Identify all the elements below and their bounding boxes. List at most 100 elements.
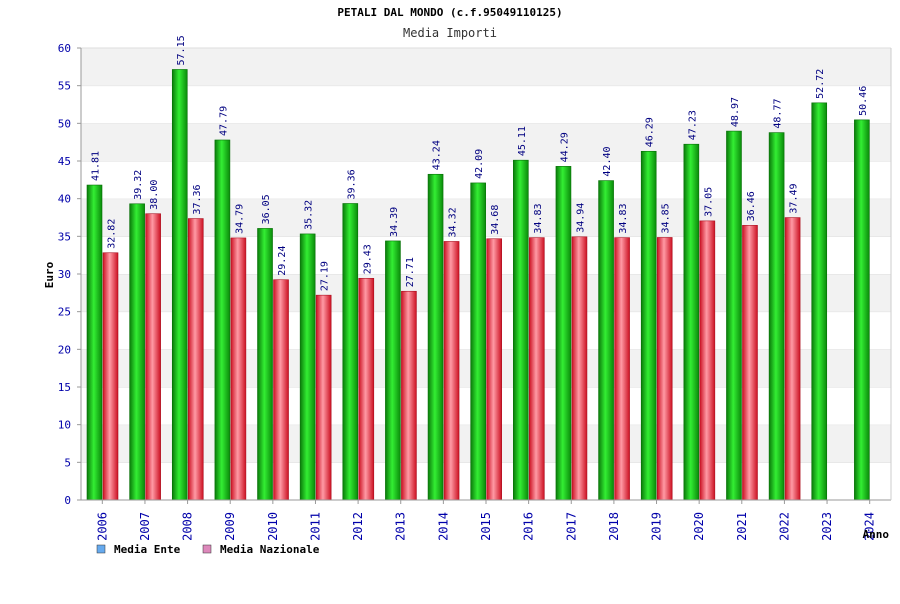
data-label-media-nazionale: 32.82	[107, 219, 118, 249]
bar-media-ente	[171, 69, 188, 501]
x-tick-label: 2021	[735, 512, 749, 541]
y-axis-label: Euro	[43, 261, 56, 288]
bar-media-nazionale	[443, 241, 460, 501]
x-tick-label: 2006	[95, 512, 109, 541]
data-label-media-ente: 39.32	[133, 170, 144, 200]
bar-media-nazionale	[656, 237, 673, 501]
x-tick-label: 2017	[564, 512, 578, 541]
x-tick-label: 2010	[266, 512, 280, 541]
bar-media-ente	[640, 150, 657, 501]
bar-media-nazionale	[486, 238, 502, 501]
data-label-media-nazionale: 34.83	[533, 204, 544, 234]
bar-media-ente	[768, 132, 785, 501]
data-label-media-nazionale: 37.05	[703, 187, 714, 217]
x-tick-label: 2009	[223, 512, 237, 541]
bar-media-ente	[257, 228, 273, 501]
x-tick-label: 2007	[138, 512, 152, 541]
bar-media-ente	[129, 203, 145, 501]
data-label-media-ente: 43.24	[432, 140, 443, 170]
y-tick-label: 0	[64, 494, 71, 507]
data-label-media-ente: 34.39	[389, 207, 400, 237]
axes: 0 5 10 15 20 25 30 35 40 45 50 55 60 2006 2007 2008 2009…	[58, 42, 892, 541]
bar-media-nazionale	[102, 252, 119, 501]
data-label-media-nazionale: 27.71	[405, 257, 416, 287]
bar-media-nazionale	[529, 237, 545, 501]
bar-media-ente	[598, 180, 614, 501]
y-tick-label: 40	[58, 193, 71, 206]
data-label-media-ente: 50.46	[858, 86, 869, 116]
bar-media-nazionale	[784, 217, 801, 501]
chart-subtitle: Media Importi	[403, 26, 497, 40]
bar-media-ente	[470, 182, 486, 501]
data-label-media-ente: 47.23	[687, 110, 698, 140]
y-tick-label: 55	[58, 80, 71, 93]
bars: 41.81 32.82 39.32 38.00 57.15 37.36 47.79 34.79…	[86, 35, 870, 501]
data-label-media-ente: 39.36	[346, 169, 357, 199]
x-tick-label: 2024	[863, 512, 877, 541]
data-label-media-ente: 35.32	[304, 200, 315, 230]
y-tick-label: 30	[58, 268, 71, 281]
data-label-media-ente: 57.15	[176, 35, 187, 65]
legend-label-media-ente: Media Ente	[114, 543, 181, 556]
x-tick-label: 2013	[394, 512, 408, 541]
data-label-media-nazionale: 34.32	[448, 207, 459, 237]
data-label-media-nazionale: 27.19	[320, 261, 331, 291]
bar-media-nazionale	[145, 213, 161, 501]
data-label-media-ente: 47.79	[218, 106, 229, 136]
bar-media-ente	[683, 143, 700, 501]
x-tick-label: 2008	[181, 512, 195, 541]
data-label-media-nazionale: 36.46	[746, 191, 757, 221]
data-label-media-nazionale: 37.49	[789, 183, 800, 213]
data-label-media-ente: 42.40	[602, 146, 613, 176]
bar-media-ente	[385, 240, 401, 501]
y-tick-label: 35	[58, 230, 71, 243]
bar-media-ente	[427, 173, 444, 501]
bar-media-ente	[811, 102, 828, 501]
data-label-media-nazionale: 34.79	[234, 204, 245, 234]
bar-media-ente	[555, 166, 572, 501]
legend: Media Ente Media Nazionale	[96, 543, 320, 556]
data-label-media-ente: 42.09	[474, 149, 485, 179]
bar-media-ente	[86, 184, 103, 501]
bar-media-nazionale	[571, 236, 588, 501]
bar-media-nazionale	[614, 237, 630, 501]
data-label-media-nazionale: 38.00	[149, 180, 160, 210]
bar-media-nazionale	[358, 277, 375, 501]
data-label-media-ente: 48.77	[773, 98, 784, 128]
y-tick-label: 60	[58, 42, 71, 55]
x-axis-label: Anno	[863, 528, 890, 541]
data-label-media-nazionale: 29.43	[362, 244, 373, 274]
x-tick-label: 2020	[692, 512, 706, 541]
data-label-media-ente: 36.05	[261, 194, 272, 224]
x-tick-label: 2011	[308, 512, 322, 541]
bar-media-ente	[299, 233, 316, 501]
bar-media-nazionale	[273, 279, 289, 501]
data-label-media-ente: 46.29	[645, 117, 656, 147]
bar-media-nazionale	[401, 290, 417, 501]
legend-swatch-media-ente	[96, 544, 106, 554]
y-tick-label: 5	[64, 456, 71, 469]
x-tick-label: 2023	[820, 512, 834, 541]
bar-media-nazionale	[187, 218, 204, 501]
data-label-media-ente: 41.81	[91, 151, 102, 181]
x-tick-label: 2012	[351, 512, 365, 541]
y-tick-label: 15	[58, 381, 71, 394]
data-label-media-nazionale: 34.68	[490, 205, 501, 235]
data-label-media-ente: 48.97	[730, 97, 741, 127]
y-tick-label: 25	[58, 306, 71, 319]
data-label-media-ente: 52.72	[815, 69, 826, 99]
bar-media-ente	[342, 203, 359, 501]
x-tick-label: 2015	[479, 512, 493, 541]
bar-media-ente	[854, 119, 870, 501]
x-tick-label: 2014	[436, 512, 450, 541]
y-tick-label: 20	[58, 343, 71, 356]
chart-title: PETALI DAL MONDO (c.f.95049110125)	[337, 6, 562, 19]
y-tick-label: 50	[58, 117, 71, 130]
data-label-media-nazionale: 34.94	[575, 203, 586, 233]
bar-media-ente	[726, 130, 742, 501]
data-label-media-nazionale: 29.24	[277, 246, 288, 276]
grid-band	[81, 48, 891, 86]
bar-media-nazionale	[699, 220, 716, 501]
